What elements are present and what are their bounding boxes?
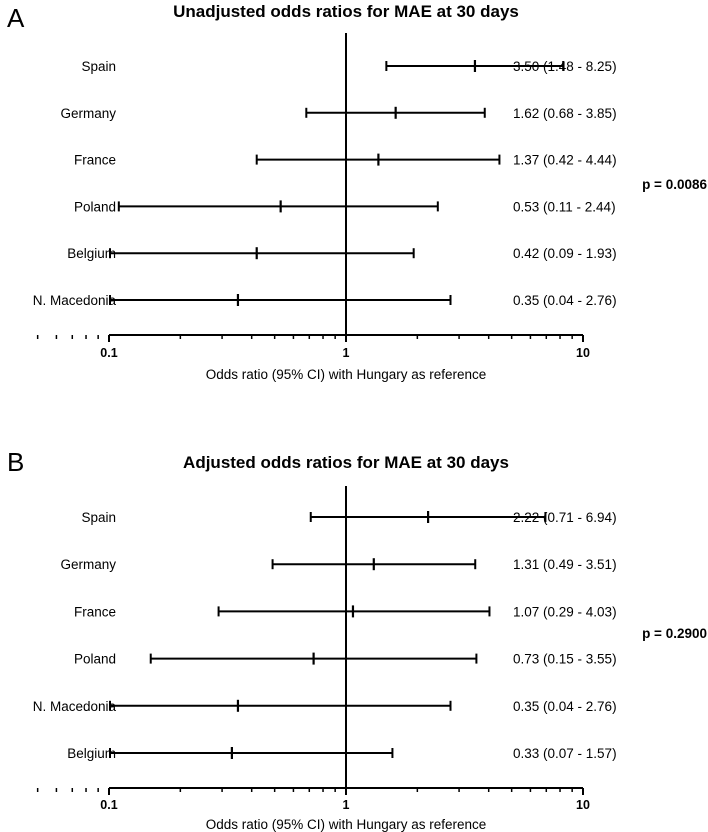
- or-value-label: 3.50 (1.48 - 8.25): [513, 59, 617, 74]
- panel-a: A Unadjusted odds ratios for MAE at 30 da…: [7, 2, 707, 382]
- p-value: p = 0.2900: [642, 626, 707, 641]
- or-value-label: 0.35 (0.04 - 2.76): [513, 293, 617, 308]
- forest-row: Poland 0.73 (0.15 - 3.55): [74, 652, 617, 667]
- country-label: Spain: [81, 510, 116, 525]
- country-label: France: [74, 604, 116, 619]
- forest-row: Spain 3.50 (1.48 - 8.25): [81, 59, 616, 74]
- forest-row: N. Macedonia 0.35 (0.04 - 2.76): [33, 699, 617, 714]
- or-value-label: 0.73 (0.15 - 3.55): [513, 652, 617, 667]
- or-value-label: 0.53 (0.11 - 2.44): [513, 199, 616, 214]
- forest-row: Germany 1.62 (0.68 - 3.85): [60, 106, 616, 121]
- country-label: Belgium: [67, 246, 116, 261]
- country-label: Belgium: [67, 746, 116, 761]
- forest-row: France 1.07 (0.29 - 4.03): [74, 604, 617, 619]
- country-label: Germany: [60, 106, 116, 121]
- forest-row: France 1.37 (0.42 - 4.44): [74, 153, 617, 168]
- panel-letter: A: [7, 3, 25, 33]
- x-tick-label: 10: [576, 346, 590, 360]
- country-label: Germany: [60, 557, 116, 572]
- panel-b: B Adjusted odds ratios for MAE at 30 days…: [7, 447, 707, 832]
- chart-title: Adjusted odds ratios for MAE at 30 days: [183, 453, 509, 472]
- country-label: Spain: [81, 59, 116, 74]
- p-value: p = 0.0086: [642, 177, 707, 192]
- x-axis-label: Odds ratio (95% CI) with Hungary as refe…: [206, 817, 487, 832]
- forest-row: Poland 0.53 (0.11 - 2.44): [74, 199, 616, 214]
- or-value-label: 1.62 (0.68 - 3.85): [513, 106, 617, 121]
- panel-letter: B: [7, 447, 24, 477]
- forest-row: Belgium 0.42 (0.09 - 1.93): [67, 246, 616, 261]
- forest-row: Germany 1.31 (0.49 - 3.51): [60, 557, 616, 572]
- x-tick-label: 1: [343, 346, 350, 360]
- or-value-label: 0.42 (0.09 - 1.93): [513, 246, 617, 261]
- country-label: France: [74, 153, 116, 168]
- country-label: Poland: [74, 652, 116, 667]
- chart-title: Unadjusted odds ratios for MAE at 30 day…: [173, 2, 519, 21]
- x-tick-label: 10: [576, 798, 590, 812]
- or-value-label: 1.31 (0.49 - 3.51): [513, 557, 617, 572]
- x-axis-label: Odds ratio (95% CI) with Hungary as refe…: [206, 367, 487, 382]
- x-tick-label: 0.1: [100, 798, 117, 812]
- forest-row: Belgium 0.33 (0.07 - 1.57): [67, 746, 616, 761]
- or-value-label: 1.07 (0.29 - 4.03): [513, 604, 617, 619]
- country-label: Poland: [74, 199, 116, 214]
- x-tick-label: 1: [343, 798, 350, 812]
- x-tick-label: 0.1: [100, 346, 117, 360]
- or-value-label: 1.37 (0.42 - 4.44): [513, 153, 617, 168]
- or-value-label: 0.33 (0.07 - 1.57): [513, 746, 617, 761]
- or-value-label: 0.35 (0.04 - 2.76): [513, 699, 617, 714]
- country-label: N. Macedonia: [33, 699, 117, 714]
- forest-row: N. Macedonia 0.35 (0.04 - 2.76): [33, 293, 617, 308]
- or-value-label: 2.22 (0.71 - 6.94): [513, 510, 617, 525]
- forest-row: Spain 2.22 (0.71 - 6.94): [81, 510, 616, 525]
- country-label: N. Macedonia: [33, 293, 117, 308]
